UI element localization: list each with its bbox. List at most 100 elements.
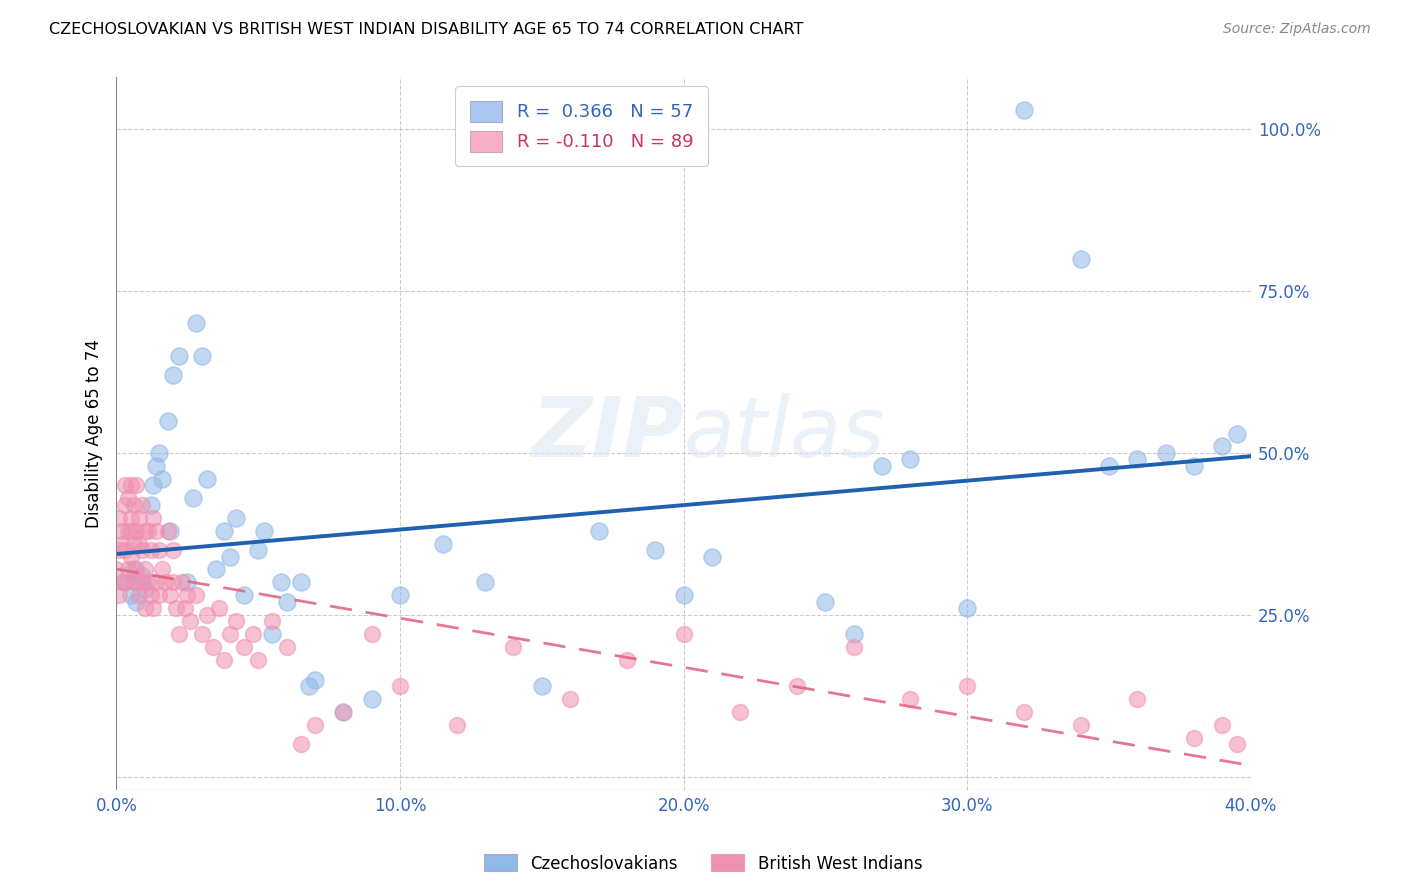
Point xyxy=(870,458,893,473)
Point xyxy=(139,498,162,512)
Point xyxy=(233,640,256,655)
Point xyxy=(956,601,979,615)
Point xyxy=(134,524,156,538)
Point xyxy=(170,575,193,590)
Point xyxy=(1070,718,1092,732)
Point xyxy=(195,607,218,622)
Point xyxy=(201,640,224,655)
Point xyxy=(156,414,179,428)
Point xyxy=(165,601,187,615)
Point xyxy=(900,452,922,467)
Point xyxy=(219,549,242,564)
Point xyxy=(446,718,468,732)
Point xyxy=(1211,440,1233,454)
Point xyxy=(360,692,382,706)
Text: CZECHOSLOVAKIAN VS BRITISH WEST INDIAN DISABILITY AGE 65 TO 74 CORRELATION CHART: CZECHOSLOVAKIAN VS BRITISH WEST INDIAN D… xyxy=(49,22,804,37)
Point xyxy=(142,510,165,524)
Point xyxy=(142,478,165,492)
Point xyxy=(389,679,412,693)
Point xyxy=(1154,446,1177,460)
Point xyxy=(212,653,235,667)
Point xyxy=(131,543,153,558)
Point xyxy=(332,705,354,719)
Point xyxy=(212,524,235,538)
Point xyxy=(111,524,134,538)
Point xyxy=(128,575,150,590)
Point xyxy=(134,562,156,576)
Text: atlas: atlas xyxy=(683,393,886,474)
Point xyxy=(588,524,610,538)
Point xyxy=(136,575,159,590)
Point xyxy=(125,562,148,576)
Point xyxy=(114,478,136,492)
Point xyxy=(184,588,207,602)
Point xyxy=(167,349,190,363)
Point xyxy=(644,543,666,558)
Point xyxy=(122,536,145,550)
Point xyxy=(207,601,229,615)
Point xyxy=(262,627,284,641)
Point xyxy=(145,575,167,590)
Point xyxy=(956,679,979,693)
Point xyxy=(120,524,142,538)
Point xyxy=(122,498,145,512)
Point xyxy=(111,575,134,590)
Point xyxy=(190,627,212,641)
Point xyxy=(120,588,142,602)
Point xyxy=(114,575,136,590)
Point xyxy=(432,536,454,550)
Point xyxy=(225,510,247,524)
Point xyxy=(204,562,226,576)
Point xyxy=(162,543,184,558)
Legend: Czechoslovakians, British West Indians: Czechoslovakians, British West Indians xyxy=(477,847,929,880)
Point xyxy=(114,543,136,558)
Point xyxy=(786,679,808,693)
Point xyxy=(290,737,312,751)
Point xyxy=(105,562,128,576)
Point xyxy=(150,562,173,576)
Point xyxy=(332,705,354,719)
Point xyxy=(131,569,153,583)
Point xyxy=(122,562,145,576)
Point xyxy=(111,536,134,550)
Point xyxy=(142,601,165,615)
Point xyxy=(276,595,298,609)
Point xyxy=(389,588,412,602)
Point xyxy=(1182,731,1205,745)
Point xyxy=(1226,426,1249,441)
Point xyxy=(125,524,148,538)
Point xyxy=(120,478,142,492)
Y-axis label: Disability Age 65 to 74: Disability Age 65 to 74 xyxy=(86,339,103,528)
Point xyxy=(262,615,284,629)
Point xyxy=(672,627,695,641)
Point xyxy=(114,498,136,512)
Point xyxy=(167,627,190,641)
Point xyxy=(1012,103,1035,117)
Point xyxy=(128,588,150,602)
Point xyxy=(176,575,198,590)
Point xyxy=(1126,692,1149,706)
Point xyxy=(1226,737,1249,751)
Point xyxy=(195,472,218,486)
Point xyxy=(276,640,298,655)
Point xyxy=(117,524,139,538)
Point xyxy=(672,588,695,602)
Point xyxy=(304,718,326,732)
Point xyxy=(120,549,142,564)
Point xyxy=(148,543,170,558)
Point xyxy=(173,601,195,615)
Point xyxy=(842,627,865,641)
Point xyxy=(159,524,181,538)
Point xyxy=(530,679,553,693)
Point xyxy=(1211,718,1233,732)
Point xyxy=(700,549,723,564)
Point xyxy=(150,472,173,486)
Legend: R =  0.366   N = 57, R = -0.110   N = 89: R = 0.366 N = 57, R = -0.110 N = 89 xyxy=(456,87,707,166)
Point xyxy=(108,588,131,602)
Point xyxy=(128,510,150,524)
Point xyxy=(242,627,264,641)
Point xyxy=(179,615,201,629)
Point xyxy=(148,446,170,460)
Point xyxy=(1012,705,1035,719)
Point xyxy=(108,510,131,524)
